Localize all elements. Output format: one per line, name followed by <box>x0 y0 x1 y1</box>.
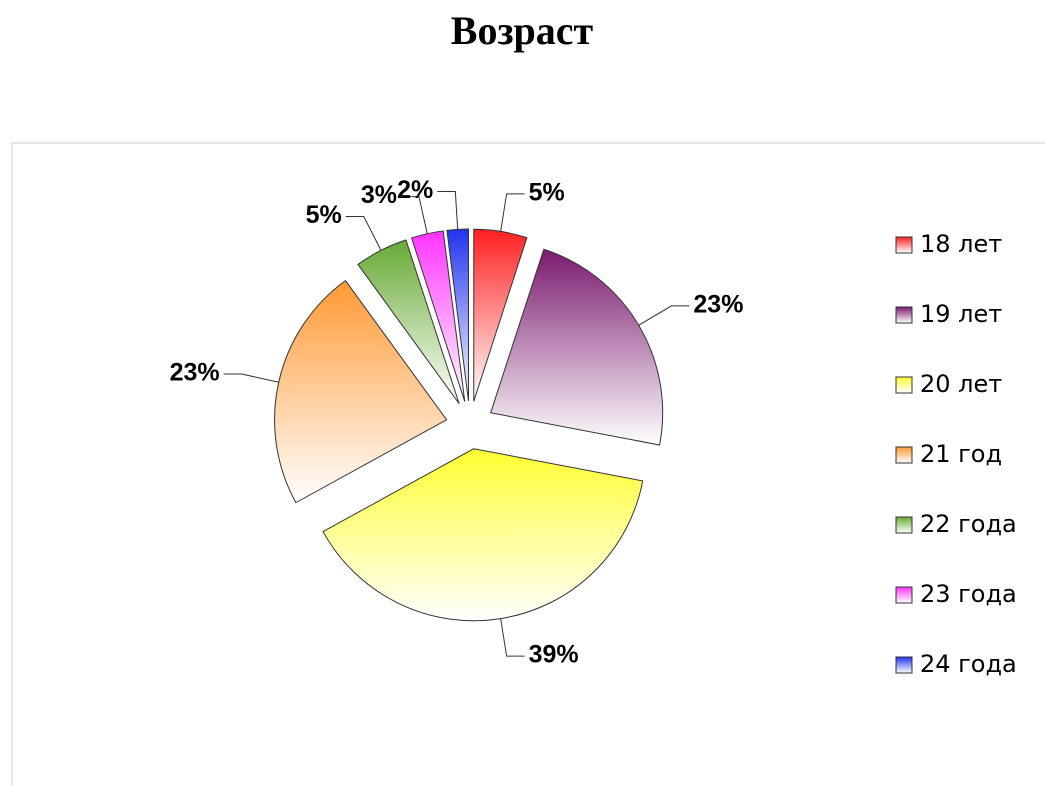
data-label: 39% <box>529 641 579 669</box>
pie-slice <box>357 239 460 404</box>
data-label: 23% <box>693 290 743 318</box>
data-label: 5% <box>529 178 565 206</box>
leader-line <box>400 196 428 234</box>
leader-line <box>437 190 459 230</box>
legend-swatch <box>895 516 913 534</box>
pie-slice <box>274 279 448 504</box>
leader-line <box>500 193 525 232</box>
legend-label: 21 год <box>920 440 1002 468</box>
legend-label: 20 лет <box>920 370 1002 398</box>
data-label: 5% <box>306 201 342 229</box>
legend-swatch <box>895 306 913 324</box>
legend-label: 23 года <box>920 580 1017 608</box>
legend-swatch <box>895 656 913 674</box>
legend-swatch <box>895 446 913 464</box>
legend-swatch <box>895 376 913 394</box>
legend-swatch <box>895 236 913 254</box>
legend-label: 22 года <box>920 510 1017 538</box>
leader-line <box>500 618 525 657</box>
data-label: 23% <box>170 359 220 387</box>
legend-swatch <box>895 586 913 604</box>
leader-line <box>223 373 279 383</box>
legend-label: 24 года <box>920 650 1017 678</box>
leader-line <box>345 216 382 251</box>
leader-line <box>638 305 690 326</box>
pie-slice <box>446 228 469 402</box>
legend-label: 18 лет <box>920 230 1002 258</box>
chart-title: Возраст <box>451 8 594 53</box>
data-label: 2% <box>397 176 433 204</box>
pie-slice <box>473 228 528 402</box>
data-label: 3% <box>361 181 397 209</box>
pie-slice <box>490 248 664 446</box>
pie-slice <box>322 448 644 622</box>
legend-label: 19 лет <box>920 300 1002 328</box>
